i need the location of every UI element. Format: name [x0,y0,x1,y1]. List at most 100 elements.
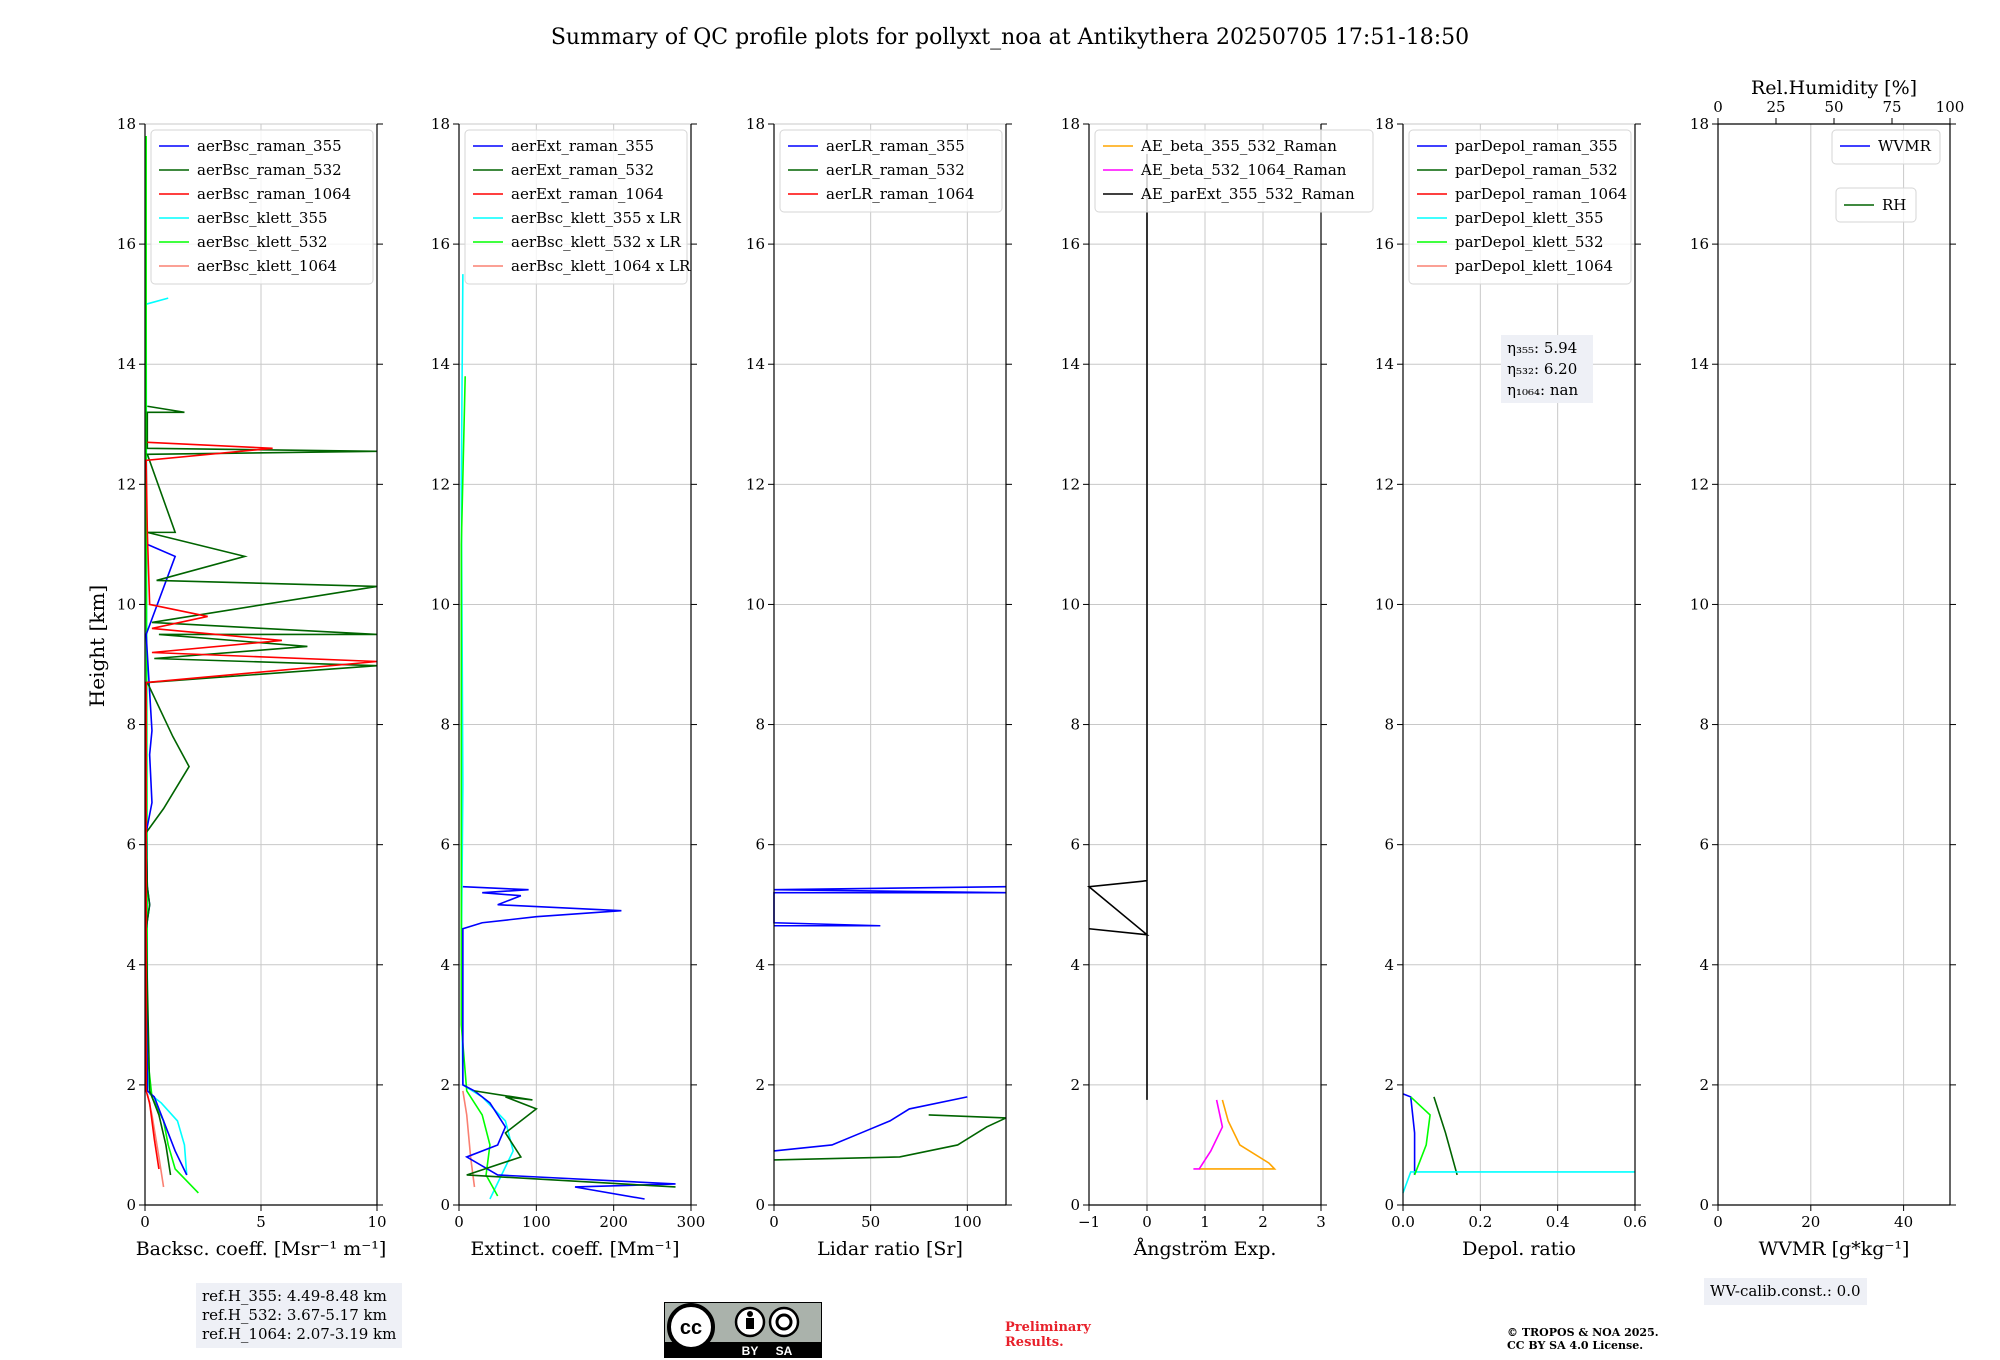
cc-sa-label: SA [776,1344,793,1358]
legend-label: aerBsc_raman_355 [197,137,342,155]
legend: aerBsc_raman_355 aerBsc_raman_532 aerBsc_r… [150,129,374,285]
y-tick-label: 0 [126,1196,136,1214]
legend-box [464,129,688,285]
legend: parDepol_raman_355 parDepol_raman_532 parD… [1408,129,1632,285]
y-tick-label: 16 [1061,235,1080,253]
preliminary-notice: Preliminary Results. [1005,1320,1091,1350]
x-tick-label: 0 [1713,1213,1723,1231]
y-tick-label: 4 [1699,956,1709,974]
wv-calibration-box: WV-calib.const.: 0.0 [1704,1278,1867,1305]
legend-label: parDepol_raman_355 [1455,137,1618,155]
y-tick-label: 10 [1690,595,1709,613]
preliminary-line-1: Preliminary [1005,1320,1091,1335]
panel-backsc: 0 5 10 0 2 4 6 8 10 12 14 16 18 Backsc. coeff. [Msr⁻¹… [117,115,387,1260]
legend: WVMR RH [1831,129,1941,223]
series-line-parDepol_klett_355 [1402,1171,1635,1194]
panel-wvmr: 0 20 40 0 2 4 6 8 10 12 14 16 18 WVMR [g*kg⁻¹] WVMR RH 0… [1690,77,1964,1260]
y-tick-label: 2 [1699,1076,1709,1094]
x-tick-label: 0 [769,1213,779,1231]
copyright-notice: © TROPOS & NOA 2025. CC BY SA 4.0 Licens… [1507,1326,1659,1352]
y-tick-label: 12 [1690,475,1709,493]
copyright-line-2: CC BY SA 4.0 License. [1507,1339,1644,1352]
y-tick-label: 2 [1070,1076,1080,1094]
y-tick-label: 12 [1375,475,1394,493]
legend-label-rh: RH [1882,196,1906,214]
panel-extinct: 0 100 200 300 0 2 4 6 8 10 12 14 16 18 Extinct. coeff.… [431,115,705,1260]
top-x-tick-label: 100 [1936,98,1965,116]
series-line-AE_beta_532_1064_Raman [1193,1099,1224,1170]
y-tick-label: 18 [1061,115,1080,133]
top-x-axis-label: Rel.Humidity [%] [1751,77,1917,99]
series-line-aerLR_raman_355_cloud [773,885,1007,927]
eta-annotation: η₃₅₅: 5.94 η₅₃₂: 6.20 η₁₀₆₄: nan [1501,335,1593,403]
y-tick-label: 4 [1070,956,1080,974]
sa-share-icon [768,1306,800,1338]
y-axis-label: Height [km] [85,585,109,707]
y-tick-label: 14 [1061,355,1080,373]
top-x-tick-label: 0 [1713,98,1723,116]
panel-depol: 0.0 0.2 0.4 0.6 0 2 4 6 8 10 12 14 16 18 Depol. ratio p… [1375,115,1647,1260]
series-line-aerBsc_raman_1064 [145,441,378,1170]
x-tick-label: 3 [1316,1213,1326,1231]
y-tick-label: 2 [755,1076,765,1094]
cc-license-badge: cc BY SA [664,1302,822,1358]
top-x-tick-label: 25 [1766,98,1785,116]
series-line-aerBsc_klett_532 [145,136,199,1194]
y-tick-label: 4 [755,956,765,974]
x-tick-label: 5 [256,1213,266,1231]
x-tick-label: 0.4 [1546,1213,1570,1231]
y-tick-label: 14 [1690,355,1709,373]
x-axis-label: Lidar ratio [Sr] [817,1238,963,1260]
x-tick-label: −1 [1078,1213,1100,1231]
x-axis-label: Backsc. coeff. [Msr⁻¹ m⁻¹] [136,1238,387,1260]
panel-lidarratio: 0 50 100 0 2 4 6 8 10 12 14 16 18 Lidar ratio [Sr] aer… [746,115,1012,1260]
ref-height-355: ref.H_355: 4.49-8.48 km [202,1287,387,1305]
series-line-aerLR_raman_532 [773,1114,1007,1161]
x-axis-label: Ångström Exp. [1133,1238,1277,1260]
series-line-aerBsc_raman_532 [145,405,378,1176]
x-tick-label: 0.0 [1391,1213,1415,1231]
series-line-aerBsc_klett_355 x LR [460,274,514,1200]
y-tick-label: 2 [1384,1076,1394,1094]
series-line-parDepol_klett_532 [1410,1096,1431,1176]
legend-label: aerLR_raman_1064 [826,185,974,203]
y-tick-label: 14 [746,355,765,373]
y-tick-label: 12 [117,475,136,493]
x-tick-label: 0.2 [1468,1213,1492,1231]
legend: aerLR_raman_355 aerLR_raman_532 aerLR_rama… [779,129,1003,213]
legend-label: aerBsc_klett_532 x LR [511,233,682,251]
cc-by-label: BY [742,1344,759,1358]
y-tick-label: 16 [1690,235,1709,253]
y-tick-label: 14 [1375,355,1394,373]
y-tick-label: 10 [431,595,450,613]
y-tick-label: 18 [1375,115,1394,133]
series-line-aerExt_raman_532 [466,1090,676,1188]
y-tick-label: 8 [1699,716,1709,734]
eta-annotation-box [1501,335,1593,403]
ref-height-532: ref.H_532: 3.67-5.17 km [202,1306,387,1324]
y-tick-label: 0 [1070,1196,1080,1214]
eta-annotation-line: η₁₀₆₄: nan [1507,381,1578,399]
legend-label: AE_parExt_355_532_Raman [1140,185,1355,203]
x-tick-label: 10 [367,1213,386,1231]
y-tick-label: 8 [755,716,765,734]
y-tick-label: 14 [117,355,136,373]
y-tick-label: 10 [117,595,136,613]
legend-label: AE_beta_532_1064_Raman [1140,161,1347,179]
y-tick-label: 16 [117,235,136,253]
x-tick-label: 50 [861,1213,880,1231]
y-tick-label: 8 [1070,716,1080,734]
legend-box [1831,129,1941,165]
legend: aerExt_raman_355 aerExt_raman_532 aerExt_r… [464,129,691,285]
x-tick-label: 100 [953,1213,982,1231]
y-tick-label: 12 [746,475,765,493]
x-tick-label: 1 [1200,1213,1210,1231]
y-tick-label: 18 [431,115,450,133]
y-tick-label: 8 [1384,716,1394,734]
series-line-aerBsc_klett_355 [145,297,188,1176]
series-line-AE_beta_355_532_Raman [1199,1099,1277,1170]
legend-label: aerExt_raman_532 [511,161,654,179]
series-line-aerBsc_klett_532 x LR [460,376,499,1197]
